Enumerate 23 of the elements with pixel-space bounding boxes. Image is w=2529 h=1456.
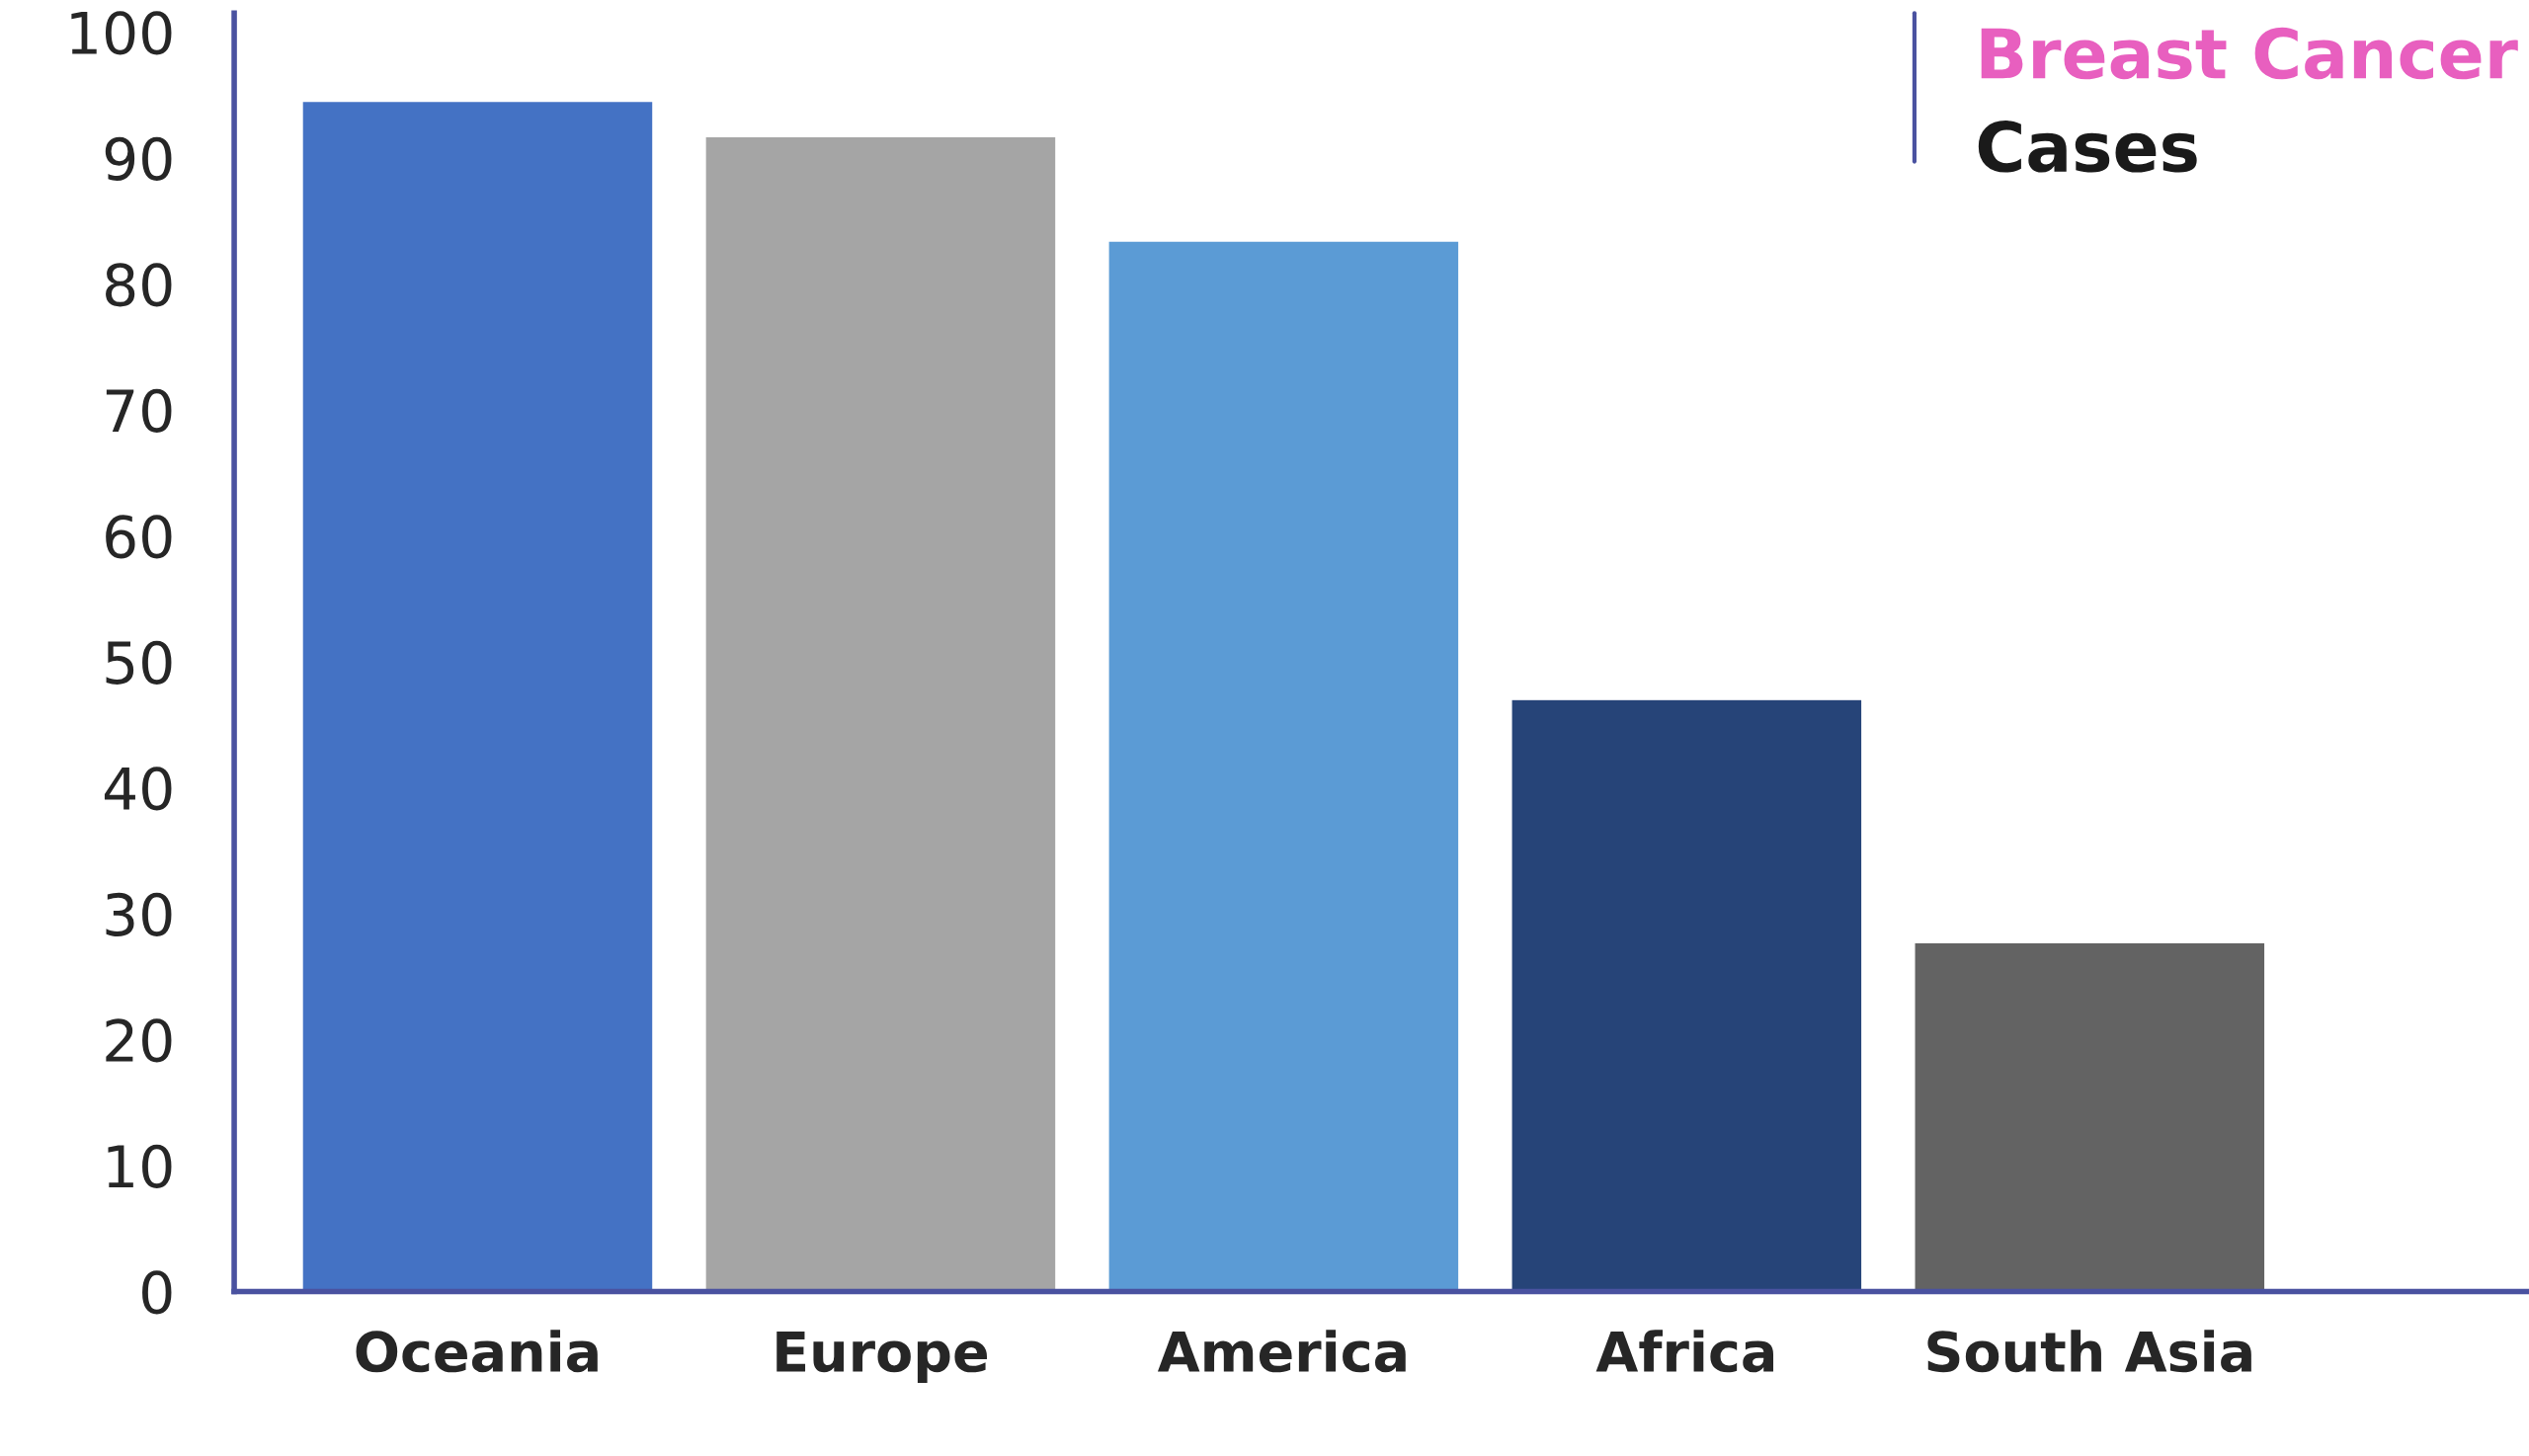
y-tick-label: 0 (142, 1270, 172, 1315)
y-tick-label: 30 (106, 892, 172, 936)
chart-title: Breast Cancer (1981, 27, 2518, 80)
y-tick-label: 70 (106, 388, 172, 433)
x-tick-label: Oceania (356, 1330, 598, 1373)
bar (704, 135, 1057, 1292)
text: Cases (1978, 121, 2197, 173)
bar (301, 100, 654, 1292)
y-tick-label: 10 (108, 1144, 172, 1188)
y-tick-label: 40 (104, 767, 172, 811)
x-tick-label: South Asia (1927, 1330, 2251, 1373)
y-tick-label: 100 (71, 11, 172, 55)
y-tick-label: 80 (106, 263, 172, 307)
bar (1914, 941, 2266, 1292)
bar (1510, 698, 1863, 1292)
x-tick-label: Europe (776, 1332, 987, 1384)
y-tick-label: 60 (106, 515, 172, 559)
x-tick-label: America (1157, 1330, 1406, 1373)
y-tick-label: 50 (106, 640, 172, 685)
y-tick-label: 20 (106, 1018, 172, 1063)
x-tick-label: Africa (1595, 1330, 1774, 1373)
y-tick-label: 90 (105, 136, 172, 181)
bar (1107, 240, 1460, 1292)
